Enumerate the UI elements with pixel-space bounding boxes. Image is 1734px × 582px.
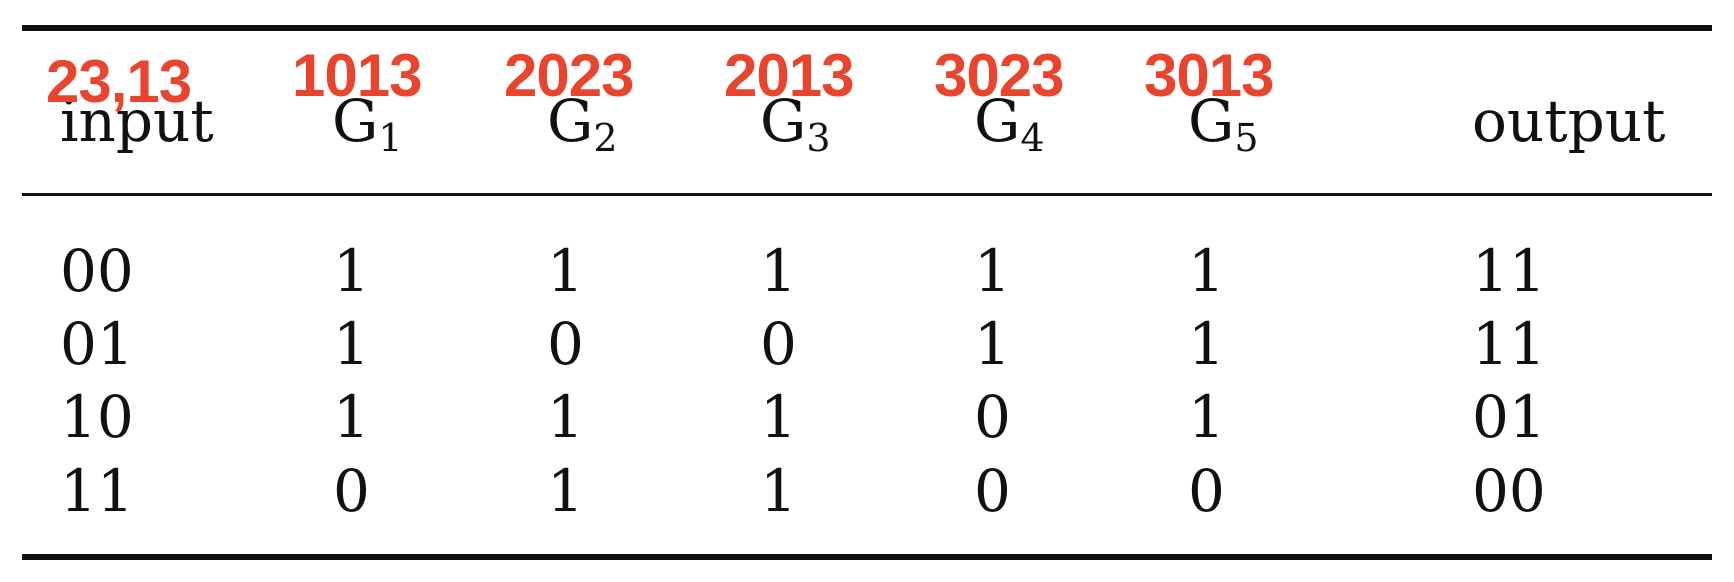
cell-r1-input: 00 (60, 237, 134, 305)
overlay-label-g1: 1013 (292, 42, 422, 109)
cell-r1-g4: 1 (974, 237, 1011, 305)
cell-r2-g3: 0 (760, 310, 797, 378)
cell-r2-g5: 1 (1188, 310, 1225, 378)
cell-r3-g5: 1 (1188, 383, 1225, 451)
header-g1: G1 (332, 87, 403, 160)
cell-r3-output: 01 (1472, 383, 1546, 451)
cell-r2-output: 11 (1472, 310, 1546, 378)
overlay-label-g3: 2013 (724, 42, 854, 109)
header-output: output (1472, 87, 1666, 155)
header-input: input (60, 87, 214, 155)
overlay-label-g5: 3013 (1144, 42, 1274, 109)
cell-r3-g1: 1 (333, 383, 370, 451)
overlay-label-input: 23,13 (46, 48, 192, 115)
cell-r3-g2: 1 (547, 383, 584, 451)
header-g4: G4 (974, 87, 1045, 160)
cell-r3-input: 10 (60, 383, 134, 451)
cell-r4-g5: 0 (1188, 457, 1225, 525)
header-g2: G2 (547, 87, 618, 160)
overlay-label-g2: 2023 (504, 42, 634, 109)
cell-r4-output: 00 (1472, 457, 1546, 525)
header-g3: G3 (760, 87, 831, 160)
cell-r1-output: 11 (1472, 237, 1546, 305)
table-bottom-rule (22, 554, 1712, 560)
cell-r3-g4: 0 (974, 383, 1011, 451)
cell-r4-g2: 1 (547, 457, 584, 525)
cell-r1-g5: 1 (1188, 237, 1225, 305)
table-top-rule (22, 25, 1712, 31)
cell-r4-input: 11 (60, 457, 134, 525)
cell-r4-g1: 0 (333, 457, 370, 525)
cell-r4-g4: 0 (974, 457, 1011, 525)
cell-r2-g4: 1 (974, 310, 1011, 378)
overlay-label-g4: 3023 (934, 42, 1064, 109)
cell-r1-g2: 1 (547, 237, 584, 305)
cell-r2-g1: 1 (333, 310, 370, 378)
cell-r1-g3: 1 (760, 237, 797, 305)
cell-r3-g3: 1 (760, 383, 797, 451)
header-g5: G5 (1188, 87, 1259, 160)
cell-r1-g1: 1 (333, 237, 370, 305)
cell-r4-g3: 1 (760, 457, 797, 525)
cell-r2-g2: 0 (547, 310, 584, 378)
cell-r2-input: 01 (60, 310, 134, 378)
table-header-rule (22, 193, 1712, 196)
